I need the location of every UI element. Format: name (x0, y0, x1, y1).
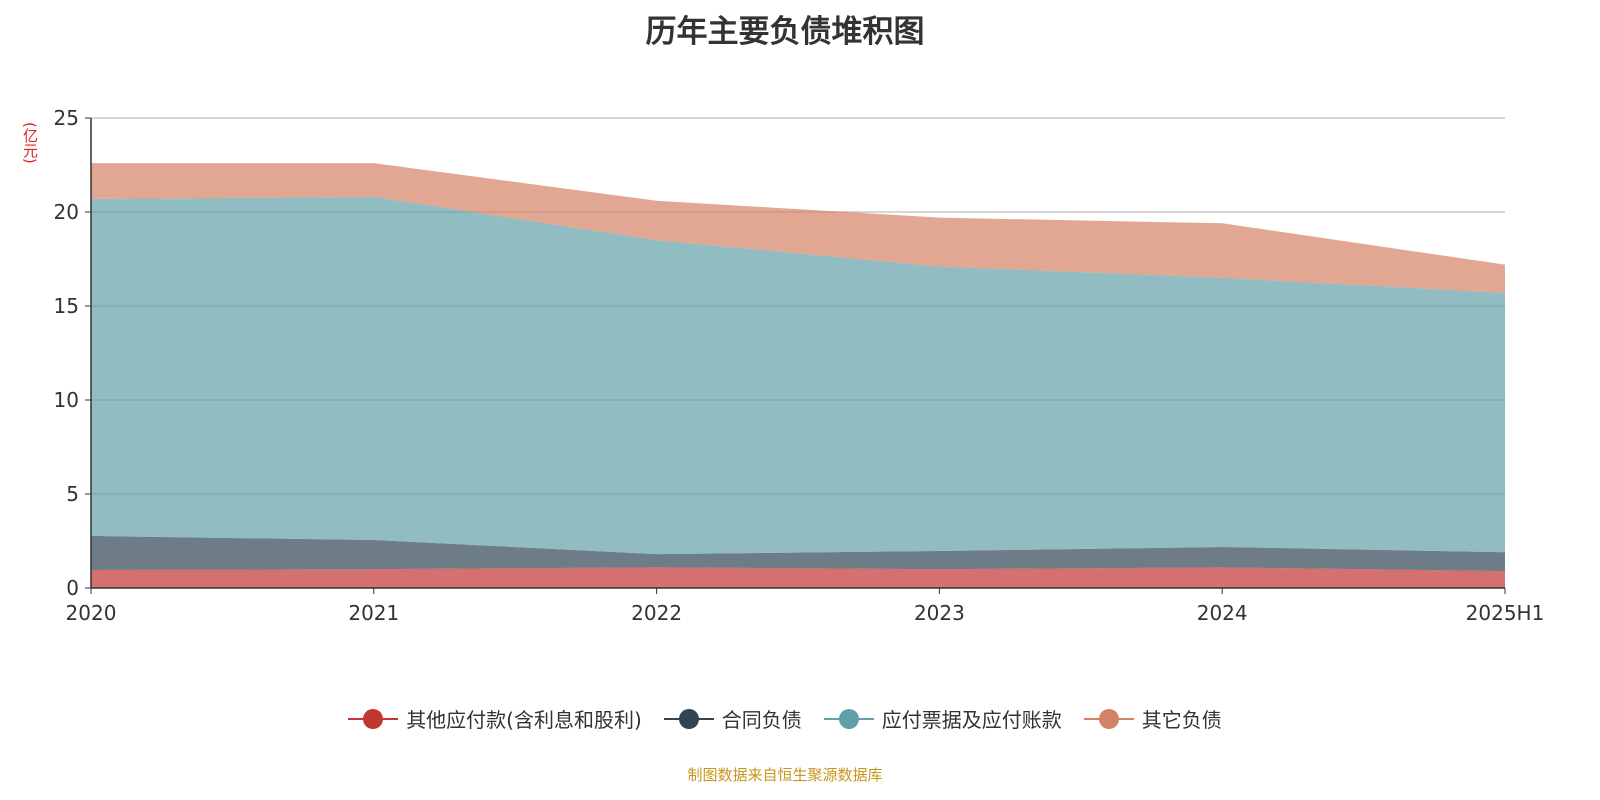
y-tick-label: 10 (54, 388, 79, 412)
y-tick-label: 15 (54, 294, 79, 318)
area-series-0 (91, 567, 1505, 588)
y-axis-unit-label: (亿元) (21, 122, 39, 164)
x-tick-label: 2024 (1197, 601, 1248, 625)
x-tick-label: 2023 (914, 601, 965, 625)
area-series-3 (91, 163, 1505, 293)
x-tick-label: 2020 (66, 601, 117, 625)
legend-marker-icon (663, 708, 714, 729)
legend-marker-icon (1083, 708, 1134, 729)
x-tick-label: 2021 (348, 601, 399, 625)
source-note: 制图数据来自恒生聚源数据库 (687, 766, 883, 784)
legend-marker-icon (823, 708, 874, 729)
legend-item[interactable]: 合同负债 (663, 704, 802, 733)
legend-item[interactable]: 其它负债 (1083, 704, 1222, 733)
legend: 其他应付款(含利息和股利) 合同负债 应付票据及应付账款 其它负债 (0, 704, 1570, 733)
legend-item[interactable]: 应付票据及应付账款 (823, 704, 1062, 733)
chart-plot: 0 5 10 15 20 25 2020 2021 2022 2023 2024 2025H1 (54, 106, 1545, 625)
legend-label: 其他应付款(含利息和股利) (406, 708, 642, 732)
y-tick-label: 5 (66, 482, 79, 506)
chart-title: 历年主要负债堆积图 (645, 14, 925, 50)
y-tick-label: 0 (66, 576, 79, 600)
legend-label: 应付票据及应付账款 (881, 708, 1062, 732)
legend-label: 其它负债 (1141, 708, 1222, 732)
legend-marker-icon (348, 708, 399, 729)
legend-item[interactable]: 其他应付款(含利息和股利) (348, 704, 642, 733)
x-tick-label: 2025H1 (1466, 601, 1545, 625)
y-tick-label: 25 (54, 106, 79, 130)
area-series-1 (91, 535, 1505, 572)
y-tick-label: 20 (54, 200, 79, 224)
area-series-2 (91, 196, 1505, 555)
x-tick-label: 2022 (631, 601, 682, 625)
legend-label: 合同负债 (721, 708, 802, 732)
